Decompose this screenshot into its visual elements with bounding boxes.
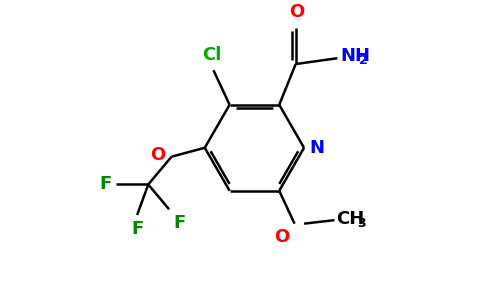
Text: NH: NH	[340, 47, 370, 65]
Text: 3: 3	[357, 217, 366, 230]
Text: Cl: Cl	[202, 46, 221, 64]
Text: O: O	[151, 146, 166, 164]
Text: F: F	[100, 176, 112, 194]
Text: O: O	[289, 3, 304, 21]
Text: O: O	[274, 228, 290, 246]
Text: CH: CH	[336, 210, 364, 228]
Text: 2: 2	[359, 54, 368, 67]
Text: F: F	[131, 220, 143, 238]
Text: F: F	[173, 214, 185, 232]
Text: N: N	[310, 139, 325, 157]
